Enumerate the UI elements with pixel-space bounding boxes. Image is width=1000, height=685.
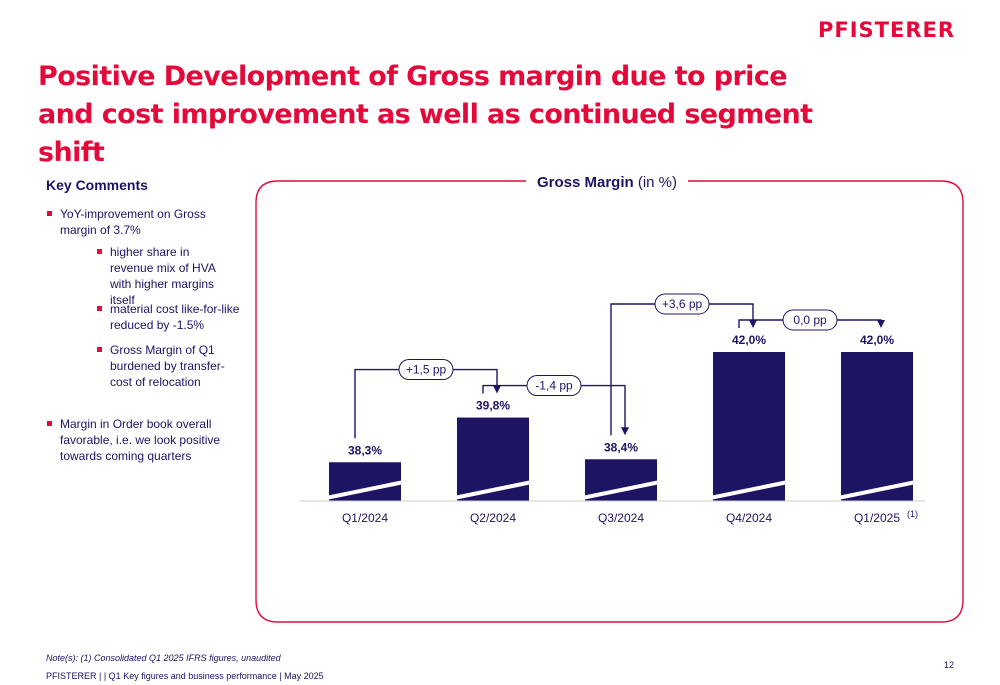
delta-arrowhead (877, 320, 885, 328)
chart-title-unit: (in %) (638, 174, 677, 191)
footnote: Note(s): (1) Consolidated Q1 2025 IFRS f… (46, 653, 281, 663)
delta-pill (654, 293, 710, 315)
x-tick-superscript: (1) (907, 509, 918, 519)
delta-arrowhead (749, 320, 757, 328)
data-label: 38,4% (604, 440, 638, 454)
x-tick-label: Q4/2024 (726, 511, 772, 525)
key-comments-heading: Key Comments (46, 177, 148, 193)
x-tick-label: Q2/2024 (470, 511, 516, 525)
delta-pill (526, 375, 582, 397)
axis-break-mark (581, 480, 661, 500)
delta-arrowhead (493, 385, 501, 394)
data-label: 39,8% (476, 399, 510, 413)
page-number: 12 (944, 660, 955, 670)
axis-break-mark (837, 480, 917, 500)
comment-subbullet-3: Gross Margin of Q1 burdened by transfer-… (97, 342, 230, 390)
delta-arrowhead (621, 427, 629, 436)
axis-break-mark (325, 480, 405, 500)
chart-title-main: Gross Margin (537, 174, 638, 191)
company-logo: PFISTERER (818, 18, 956, 42)
delta-label: 0,0 pp (793, 313, 827, 327)
page-title: Positive Development of Gross margin due… (38, 61, 813, 168)
comment-bullet-2: Margin in Order book overall favorable, … (47, 416, 240, 464)
axis-break-mark (709, 480, 789, 500)
axis-break-mark (453, 480, 533, 500)
comment-subbullet-2: material cost like-for-like reduced by -… (97, 302, 240, 332)
x-tick-label: Q1/2024 (342, 511, 388, 525)
delta-pill (398, 359, 454, 381)
bar-q4-2024 (713, 352, 785, 501)
comment-bullet-1: YoY-improvement on Gross margin of 3.7% (47, 206, 240, 238)
x-tick-label: Q1/2025 (854, 511, 900, 525)
data-label: 42,0% (732, 333, 766, 347)
data-label: 38,3% (348, 443, 382, 457)
delta-label: -1,4 pp (535, 379, 573, 393)
data-label: 42,0% (860, 333, 894, 347)
delta-label: +3,6 pp (662, 297, 703, 311)
chart-title: Gross Margin (in %) (537, 174, 677, 191)
delta-label: +1,5 pp (406, 363, 447, 377)
delta-pill (782, 309, 838, 331)
bar-q1-2025 (841, 352, 913, 501)
footer-text: PFISTERER | | Q1 Key figures and busines… (46, 671, 324, 681)
comment-subbullet-1: higher share in revenue mix of HVA with … (97, 244, 230, 308)
x-tick-label: Q3/2024 (598, 511, 644, 525)
chart-frame (255, 180, 964, 623)
